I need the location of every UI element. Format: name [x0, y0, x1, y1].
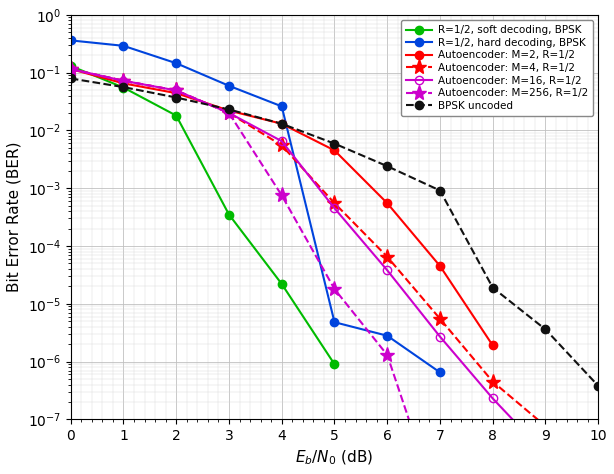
Line: Autoencoder: M=256, R=1/2: Autoencoder: M=256, R=1/2 — [63, 62, 448, 474]
BPSK uncoded — [120, 84, 127, 90]
Autoencoder: M=2, R=1/2: (4, 0.013): M=2, R=1/2: (4, 0.013) — [278, 121, 286, 127]
Autoencoder: M=2, R=1/2: (1, 0.065): M=2, R=1/2: (1, 0.065) — [120, 81, 127, 86]
Autoencoder: M=2, R=1/2: (7, 4.5e-05): M=2, R=1/2: (7, 4.5e-05) — [437, 263, 444, 269]
Autoencoder: M=4, R=1/2: (3, 0.02): M=4, R=1/2: (3, 0.02) — [225, 110, 233, 116]
Autoencoder: M=16, R=1/2: (7, 2.7e-06): M=16, R=1/2: (7, 2.7e-06) — [437, 334, 444, 339]
Line: R=1/2, soft decoding, BPSK: R=1/2, soft decoding, BPSK — [66, 62, 339, 368]
R=1/2, hard decoding, BPSK — [173, 60, 180, 66]
Autoencoder: M=256, R=1/2: (6, 1.3e-06): M=256, R=1/2: (6, 1.3e-06) — [384, 352, 391, 358]
Autoencoder: M=256, R=1/2: (5, 1.8e-05): M=256, R=1/2: (5, 1.8e-05) — [331, 286, 338, 292]
BPSK uncoded — [489, 285, 497, 291]
BPSK uncoded — [67, 76, 74, 82]
Autoencoder: M=4, R=1/2: (1, 0.072): M=4, R=1/2: (1, 0.072) — [120, 78, 127, 83]
R=1/2, soft decoding, BPSK — [331, 361, 338, 367]
Autoencoder: M=16, R=1/2: (0, 0.115): M=16, R=1/2: (0, 0.115) — [67, 66, 74, 72]
Autoencoder: M=16, R=1/2: (8, 2.3e-07): M=16, R=1/2: (8, 2.3e-07) — [489, 396, 497, 401]
Autoencoder: M=256, R=1/2: (2, 0.049): M=256, R=1/2: (2, 0.049) — [173, 88, 180, 93]
Autoencoder: M=4, R=1/2: (10, 1.3e-08): M=4, R=1/2: (10, 1.3e-08) — [594, 468, 602, 474]
Autoencoder: M=2, R=1/2: (0, 0.115): M=2, R=1/2: (0, 0.115) — [67, 66, 74, 72]
X-axis label: $E_b/N_0$ (dB): $E_b/N_0$ (dB) — [295, 449, 373, 467]
BPSK uncoded — [542, 327, 549, 332]
Autoencoder: M=4, R=1/2: (7, 5.5e-06): M=4, R=1/2: (7, 5.5e-06) — [437, 316, 444, 322]
Autoencoder: M=16, R=1/2: (1, 0.072): M=16, R=1/2: (1, 0.072) — [120, 78, 127, 83]
R=1/2, soft decoding, BPSK — [173, 113, 180, 118]
R=1/2, hard decoding, BPSK — [67, 37, 74, 43]
Autoencoder: M=16, R=1/2: (5, 0.00045): M=16, R=1/2: (5, 0.00045) — [331, 205, 338, 211]
BPSK uncoded — [594, 383, 602, 389]
Autoencoder: M=4, R=1/2: (5, 0.00055): M=4, R=1/2: (5, 0.00055) — [331, 201, 338, 206]
R=1/2, hard decoding, BPSK — [384, 333, 391, 338]
Autoencoder: M=256, R=1/2: (0, 0.115): M=256, R=1/2: (0, 0.115) — [67, 66, 74, 72]
Line: Autoencoder: M=16, R=1/2: Autoencoder: M=16, R=1/2 — [66, 65, 550, 458]
Line: Autoencoder: M=2, R=1/2: Autoencoder: M=2, R=1/2 — [66, 65, 497, 350]
R=1/2, hard decoding, BPSK — [437, 370, 444, 375]
Autoencoder: M=16, R=1/2: (3, 0.02): M=16, R=1/2: (3, 0.02) — [225, 110, 233, 116]
Autoencoder: M=256, R=1/2: (1, 0.072): M=256, R=1/2: (1, 0.072) — [120, 78, 127, 83]
BPSK uncoded — [173, 95, 180, 100]
Legend: R=1/2, soft decoding, BPSK, R=1/2, hard decoding, BPSK, Autoencoder: M=2, R=1/2,: R=1/2, soft decoding, BPSK, R=1/2, hard … — [401, 20, 593, 116]
Autoencoder: M=4, R=1/2: (6, 6.5e-05): M=4, R=1/2: (6, 6.5e-05) — [384, 254, 391, 260]
R=1/2, hard decoding, BPSK — [331, 319, 338, 325]
BPSK uncoded — [331, 141, 338, 146]
R=1/2, hard decoding, BPSK — [278, 103, 286, 109]
Autoencoder: M=2, R=1/2: (5, 0.0045): M=2, R=1/2: (5, 0.0045) — [331, 147, 338, 153]
R=1/2, soft decoding, BPSK — [120, 85, 127, 91]
Autoencoder: M=4, R=1/2: (2, 0.049): M=4, R=1/2: (2, 0.049) — [173, 88, 180, 93]
Autoencoder: M=16, R=1/2: (2, 0.049): M=16, R=1/2: (2, 0.049) — [173, 88, 180, 93]
BPSK uncoded — [384, 164, 391, 169]
R=1/2, soft decoding, BPSK — [225, 212, 233, 218]
R=1/2, soft decoding, BPSK — [278, 281, 286, 287]
Y-axis label: Bit Error Rate (BER): Bit Error Rate (BER) — [7, 142, 22, 292]
Line: Autoencoder: M=4, R=1/2: Autoencoder: M=4, R=1/2 — [63, 62, 606, 474]
Autoencoder: M=2, R=1/2: (6, 0.00055): M=2, R=1/2: (6, 0.00055) — [384, 201, 391, 206]
Autoencoder: M=256, R=1/2: (3, 0.02): M=256, R=1/2: (3, 0.02) — [225, 110, 233, 116]
Autoencoder: M=4, R=1/2: (8, 4.5e-07): M=4, R=1/2: (8, 4.5e-07) — [489, 379, 497, 384]
Line: R=1/2, hard decoding, BPSK: R=1/2, hard decoding, BPSK — [66, 36, 444, 376]
Autoencoder: M=256, R=1/2: (4, 0.00075): M=256, R=1/2: (4, 0.00075) — [278, 192, 286, 198]
Autoencoder: M=16, R=1/2: (6, 3.8e-05): M=16, R=1/2: (6, 3.8e-05) — [384, 267, 391, 273]
Autoencoder: M=2, R=1/2: (2, 0.044): M=2, R=1/2: (2, 0.044) — [173, 91, 180, 96]
Line: BPSK uncoded: BPSK uncoded — [66, 74, 602, 390]
Autoencoder: M=4, R=1/2: (4, 0.0055): M=4, R=1/2: (4, 0.0055) — [278, 143, 286, 148]
R=1/2, soft decoding, BPSK — [67, 63, 74, 69]
R=1/2, hard decoding, BPSK — [225, 83, 233, 89]
Autoencoder: M=16, R=1/2: (4, 0.0065): M=16, R=1/2: (4, 0.0065) — [278, 138, 286, 144]
BPSK uncoded — [225, 107, 233, 112]
Autoencoder: M=2, R=1/2: (8, 1.9e-06): M=2, R=1/2: (8, 1.9e-06) — [489, 343, 497, 348]
Autoencoder: M=16, R=1/2: (9, 2.5e-08): M=16, R=1/2: (9, 2.5e-08) — [542, 451, 549, 457]
BPSK uncoded — [437, 188, 444, 193]
Autoencoder: M=4, R=1/2: (0, 0.115): M=4, R=1/2: (0, 0.115) — [67, 66, 74, 72]
Autoencoder: M=2, R=1/2: (3, 0.022): M=2, R=1/2: (3, 0.022) — [225, 108, 233, 113]
BPSK uncoded — [278, 121, 286, 127]
R=1/2, hard decoding, BPSK — [120, 43, 127, 49]
